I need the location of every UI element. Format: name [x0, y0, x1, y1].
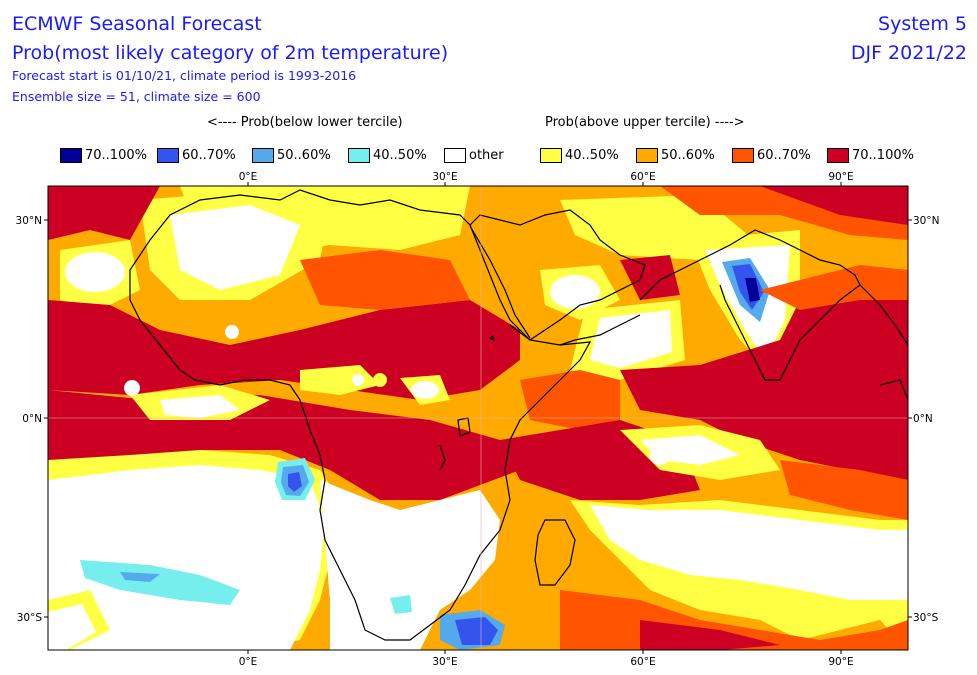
legend-label: 70..100% [85, 147, 147, 163]
lon-tick-label: 60°E [630, 656, 655, 668]
coastlines [129, 189, 908, 641]
legend-item: 60..70% [732, 146, 811, 164]
legend-item: 50..60% [252, 146, 331, 164]
legend-item: 60..70% [157, 146, 236, 164]
legend-label: 50..60% [277, 147, 331, 163]
legend-label: 60..70% [757, 147, 811, 163]
lat-tick-label: 30°N [16, 215, 42, 227]
legend-label: 40..50% [565, 147, 619, 163]
legend-label: 40..50% [373, 147, 427, 163]
legend-item: 40..50% [348, 146, 427, 164]
legend-item: 70..100% [60, 146, 147, 164]
probability-field [48, 186, 908, 650]
legend-swatch [636, 147, 658, 163]
legend-label: 50..60% [661, 147, 715, 163]
legend-swatch [157, 147, 179, 163]
lat-tick-label: 30°S [913, 612, 939, 624]
lat-tick-label: 30°S [17, 612, 43, 624]
legend-swatch [60, 147, 82, 163]
lon-tick-label: 60°E [630, 171, 655, 183]
lat-tick-label: 0°N [913, 413, 933, 425]
lon-tick-label: 90°E [828, 656, 853, 668]
lat-tick-label: 30°N [913, 215, 939, 227]
map-title: ECMWF Seasonal Forecast [12, 13, 262, 35]
season-label: DJF 2021/22 [850, 42, 967, 64]
legend-swatch [348, 147, 370, 163]
forecast-start-info: Forecast start is 01/10/21, climate peri… [12, 68, 357, 83]
legend-swatch [444, 147, 466, 163]
lon-tick-label: 30°E [432, 656, 457, 668]
legend-label: other [469, 147, 504, 163]
legend-item: 40..50% [540, 146, 619, 164]
legend-label: 70..100% [852, 147, 914, 163]
legend-item: 50..60% [636, 146, 715, 164]
legend-above-heading: Prob(above upper tercile) ----> [545, 115, 745, 130]
legend-swatch [827, 147, 849, 163]
lon-tick-label: 0°E [239, 171, 258, 183]
lat-tick-label: 0°N [22, 413, 42, 425]
legend-swatch [540, 147, 562, 163]
legend-swatch [252, 147, 274, 163]
legend-item: 70..100% [827, 146, 914, 164]
legend-item: other [444, 146, 504, 164]
lon-tick-label: 0°E [239, 656, 258, 668]
system-label: System 5 [878, 13, 967, 35]
legend-swatch [732, 147, 754, 163]
legend-label: 60..70% [182, 147, 236, 163]
lon-tick-label: 90°E [828, 171, 853, 183]
legend-below-heading: <---- Prob(below lower tercile) [207, 115, 403, 130]
graticule [48, 186, 908, 650]
tick-marks [44, 182, 912, 654]
ensemble-size-info: Ensemble size = 51, climate size = 600 [12, 89, 261, 104]
lon-tick-label: 30°E [432, 171, 457, 183]
map-subtitle: Prob(most likely category of 2m temperat… [12, 42, 449, 64]
